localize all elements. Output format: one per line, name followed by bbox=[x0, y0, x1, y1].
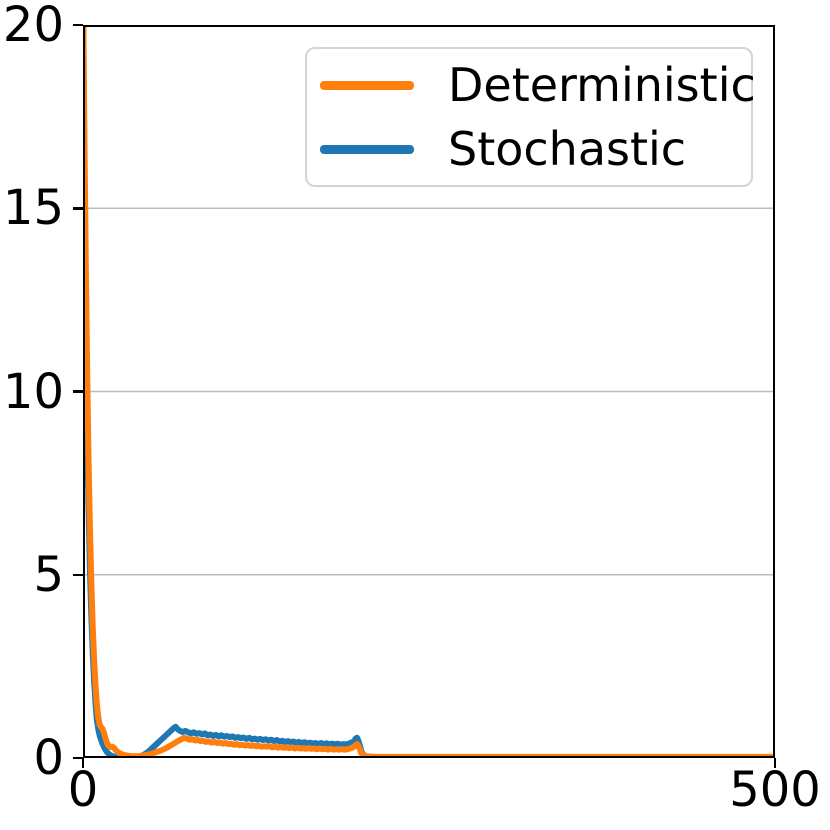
y-tick-20 bbox=[73, 23, 83, 27]
y-tick-label-0: 0 bbox=[33, 730, 64, 786]
legend-label-deterministic: Deterministic bbox=[448, 58, 756, 112]
y-tick-15 bbox=[73, 207, 83, 210]
series-line-deterministic bbox=[83, 25, 775, 758]
legend-label-stochastic: Stochastic bbox=[448, 122, 687, 176]
legend-line-swatch-deterministic bbox=[320, 80, 414, 90]
legend-entry-deterministic: Deterministic bbox=[307, 53, 756, 117]
y-tick-label-5: 5 bbox=[33, 546, 64, 603]
y-tick-0 bbox=[73, 756, 83, 760]
y-tick-10 bbox=[73, 390, 83, 393]
y-tick-5 bbox=[73, 573, 83, 576]
x-tick-label-0: 0 bbox=[67, 762, 99, 818]
y-tick-label-15: 15 bbox=[2, 180, 64, 237]
x-tick-500 bbox=[773, 758, 777, 768]
legend-line-swatch-stochastic bbox=[320, 144, 414, 154]
legend-entry-stochastic: Stochastic bbox=[307, 117, 751, 181]
x-tick-label-500: 500 bbox=[729, 762, 821, 818]
y-tick-label-10: 10 bbox=[2, 363, 64, 420]
legend: Deterministic Stochastic bbox=[305, 47, 756, 187]
x-tick-0 bbox=[81, 758, 85, 768]
y-tick-label-20: 20 bbox=[2, 0, 64, 53]
